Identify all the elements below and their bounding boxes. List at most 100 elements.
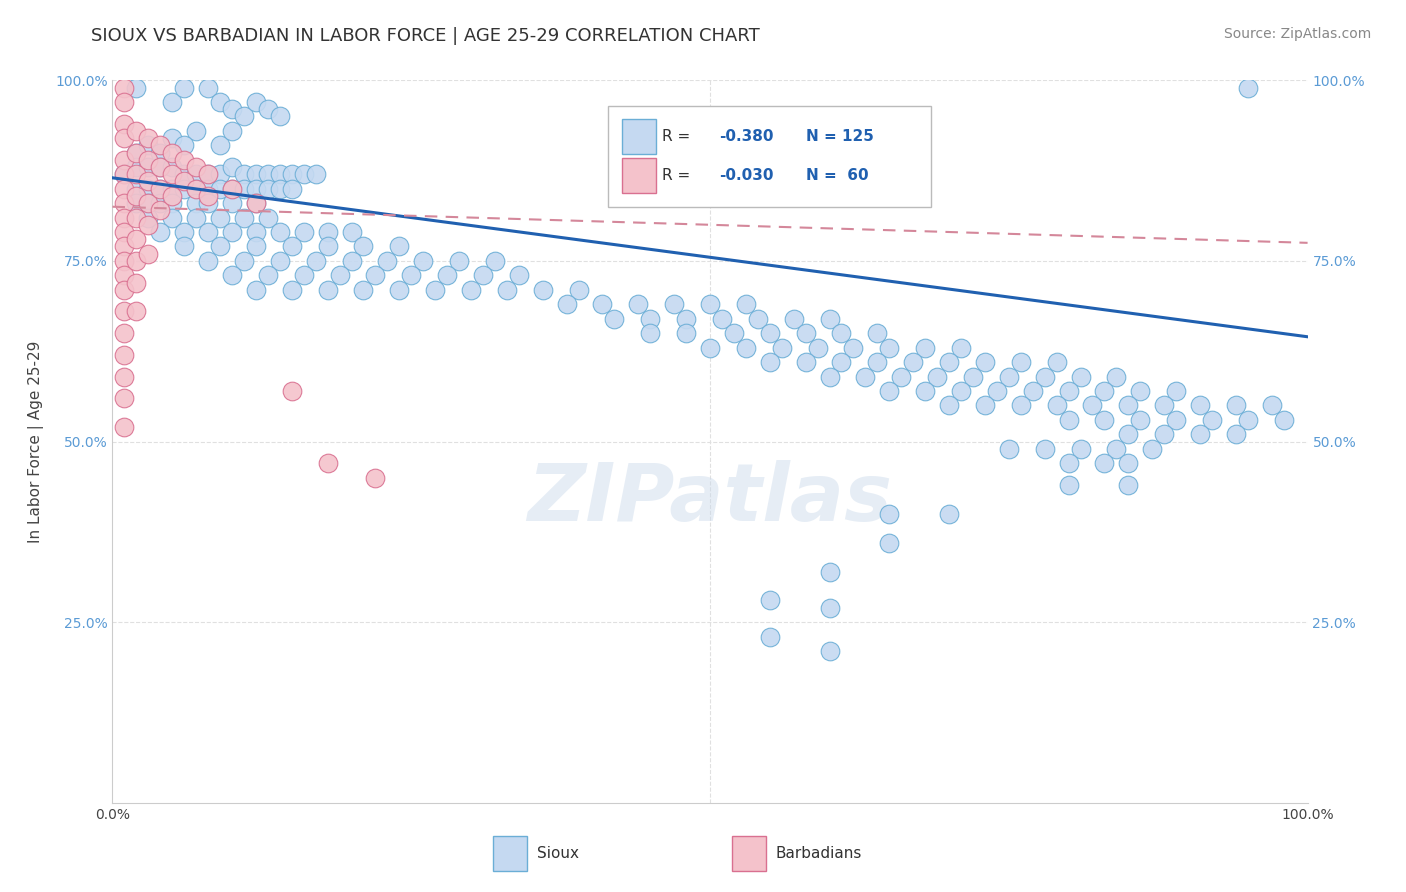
Point — [568, 283, 591, 297]
Point — [114, 326, 135, 340]
Point — [401, 268, 423, 283]
Point — [1225, 398, 1247, 412]
Text: -0.380: -0.380 — [720, 129, 775, 145]
Point — [1081, 398, 1104, 412]
Point — [388, 283, 411, 297]
Text: R =: R = — [662, 169, 696, 183]
Point — [173, 239, 195, 253]
Point — [125, 211, 148, 225]
Point — [221, 182, 243, 196]
Text: N = 125: N = 125 — [806, 129, 873, 145]
Point — [233, 182, 256, 196]
Point — [675, 326, 697, 340]
Point — [125, 304, 148, 318]
Point — [186, 211, 208, 225]
Point — [842, 341, 865, 355]
Point — [377, 253, 399, 268]
Point — [209, 95, 232, 109]
Point — [364, 470, 387, 484]
Point — [138, 211, 160, 225]
Point — [436, 268, 458, 283]
Point — [162, 189, 183, 203]
Point — [292, 167, 315, 181]
Point — [1010, 355, 1032, 369]
Point — [1189, 427, 1212, 442]
Point — [1201, 413, 1223, 427]
Point — [125, 124, 148, 138]
Point — [209, 211, 232, 225]
Point — [125, 145, 148, 160]
Point — [1057, 413, 1080, 427]
Text: R =: R = — [662, 129, 696, 145]
Point — [245, 182, 267, 196]
Point — [257, 211, 280, 225]
Point — [245, 95, 267, 109]
Point — [162, 95, 183, 109]
Point — [269, 225, 291, 239]
Point — [1118, 398, 1140, 412]
Text: Source: ZipAtlas.com: Source: ZipAtlas.com — [1223, 27, 1371, 41]
Point — [735, 297, 758, 311]
Point — [173, 174, 195, 188]
Point — [221, 225, 243, 239]
Text: -0.030: -0.030 — [720, 169, 775, 183]
Point — [316, 225, 339, 239]
Point — [114, 196, 135, 211]
Point — [759, 326, 782, 340]
Point — [233, 110, 256, 124]
Point — [974, 355, 997, 369]
Point — [114, 225, 135, 239]
Point — [114, 167, 135, 181]
Point — [879, 507, 901, 521]
Point — [125, 189, 148, 203]
Point — [735, 341, 758, 355]
Point — [149, 145, 172, 160]
Point — [233, 211, 256, 225]
Point — [388, 239, 411, 253]
Point — [1225, 427, 1247, 442]
Point — [903, 355, 925, 369]
Point — [1057, 456, 1080, 470]
Point — [125, 145, 148, 160]
Point — [281, 283, 304, 297]
Point — [162, 160, 183, 174]
Point — [855, 369, 877, 384]
Point — [305, 253, 328, 268]
Point — [603, 311, 626, 326]
Point — [831, 326, 853, 340]
Point — [1094, 456, 1116, 470]
Point — [114, 95, 135, 109]
Point — [197, 253, 219, 268]
Point — [818, 600, 841, 615]
Point — [1070, 442, 1092, 456]
Point — [245, 225, 267, 239]
Point — [149, 160, 172, 174]
Point — [114, 268, 135, 283]
Point — [209, 182, 232, 196]
Point — [759, 593, 782, 607]
Point — [162, 211, 183, 225]
Point — [125, 253, 148, 268]
Point — [221, 124, 243, 138]
Point — [1118, 456, 1140, 470]
Point — [770, 341, 793, 355]
Point — [245, 196, 267, 211]
Point — [747, 311, 769, 326]
Point — [640, 311, 662, 326]
Point — [149, 182, 172, 196]
Point — [592, 297, 614, 311]
Point — [1129, 384, 1152, 398]
Point — [962, 369, 984, 384]
Point — [699, 297, 721, 311]
Point — [447, 253, 470, 268]
Point — [998, 369, 1021, 384]
Point — [138, 174, 160, 188]
Point — [496, 283, 519, 297]
Point — [257, 167, 280, 181]
Point — [460, 283, 482, 297]
Point — [782, 311, 804, 326]
Point — [197, 189, 219, 203]
Point — [162, 145, 183, 160]
Point — [555, 297, 578, 311]
Point — [316, 283, 339, 297]
